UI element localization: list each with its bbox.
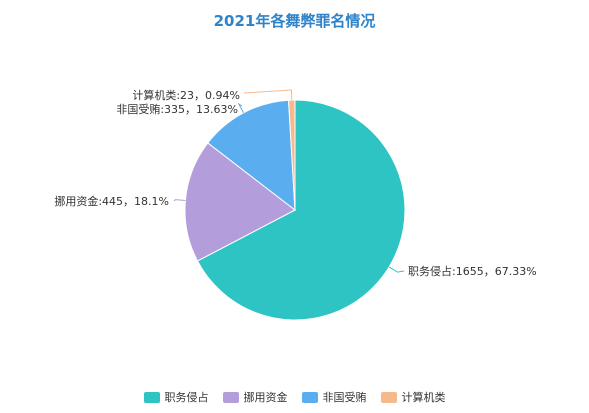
slice-label-1: 职务侵占:1655，67.33% — [408, 264, 537, 278]
slice-label-4: 计算机类:23，0.94% — [132, 88, 240, 102]
leader-line-3 — [237, 102, 244, 114]
legend-swatch — [380, 391, 397, 403]
pie-slice-2[interactable] — [184, 142, 296, 262]
legend-item-4[interactable]: 计算机类 — [380, 389, 446, 405]
pie-slice-3[interactable] — [207, 99, 296, 212]
chart-legend: 职务侵占 挪用资金 非国受贿 计算机类 — [0, 389, 589, 405]
legend-item-3[interactable]: 非国受贿 — [301, 389, 367, 405]
legend-label: 挪用资金 — [243, 391, 288, 404]
legend-item-2[interactable]: 挪用资金 — [222, 389, 288, 405]
slice-label-2: 挪用资金:445，18.1% — [54, 194, 169, 208]
leader-line-2 — [173, 199, 186, 202]
leader-line-4 — [243, 89, 293, 101]
legend-label: 计算机类 — [401, 391, 446, 404]
legend-swatch — [222, 391, 239, 403]
chart-title: 2021年各舞弊罪名情况 — [213, 12, 376, 30]
leader-line-1 — [388, 266, 405, 273]
legend-swatch — [143, 391, 160, 403]
legend-label: 职务侵占 — [164, 391, 209, 404]
legend-item-1[interactable]: 职务侵占 — [143, 389, 209, 405]
legend-swatch — [301, 391, 318, 403]
legend-label: 非国受贿 — [322, 391, 367, 404]
slice-label-3: 非国受贿:335，13.63% — [116, 103, 238, 116]
